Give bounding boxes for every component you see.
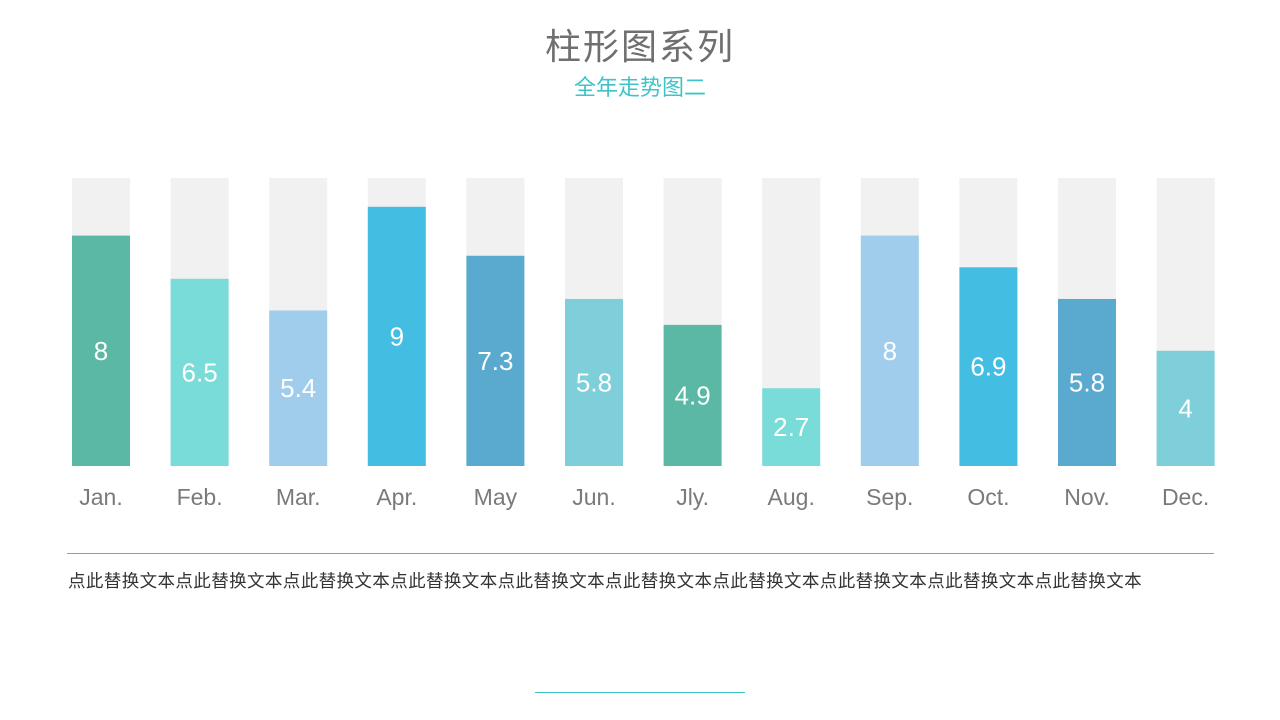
x-tick-label: Jan.: [79, 484, 122, 510]
bottom-accent-line: [535, 692, 745, 693]
bar: [466, 255, 525, 466]
x-tick-label: Oct.: [967, 484, 1009, 510]
bar: [565, 298, 623, 466]
bar: [860, 235, 919, 466]
bar-value-label: 2.7: [773, 412, 809, 442]
bar: [367, 206, 426, 467]
bar: [269, 310, 328, 466]
x-tick-label: Feb.: [177, 484, 223, 510]
bar-value-label: 7.3: [477, 346, 513, 376]
page-title: 柱形图系列: [544, 27, 735, 68]
x-tick-label: Jun.: [572, 484, 615, 510]
bar: [762, 388, 821, 466]
bar-value-label: 8: [883, 336, 897, 366]
bar-chart: 8 Jan. 6.5 Feb. 5.4 Mar. 9 Apr. 7.3 May 5.8 Jun. 4.9…: [72, 178, 1215, 510]
bar-value-label: 4.9: [675, 380, 711, 410]
x-tick-label: Nov.: [1064, 484, 1110, 510]
bar-value-label: 5.8: [576, 367, 612, 397]
x-tick-label: Sep.: [866, 484, 913, 510]
x-tick-label: Aug.: [768, 484, 815, 510]
bar-value-label: 8: [94, 336, 108, 366]
bar-value-label: 6.5: [182, 357, 218, 387]
bar-value-label: 4: [1178, 393, 1192, 423]
x-tick-label: Dec.: [1162, 484, 1209, 510]
x-tick-label: Jly.: [676, 484, 709, 510]
bar: [663, 324, 722, 466]
bar-value-label: 6.9: [970, 352, 1006, 382]
body-text: 点此替换文本点此替换文本点此替换文本点此替换文本点此替换文本点此替换文本点此替换…: [68, 572, 1142, 592]
x-tick-label: May: [474, 484, 518, 510]
bar: [72, 235, 130, 466]
divider-line: [67, 553, 1214, 554]
bar: [1156, 350, 1215, 466]
bar-value-label: 9: [390, 321, 404, 351]
x-tick-label: Apr.: [376, 484, 417, 510]
bar-value-label: 5.4: [280, 373, 316, 403]
page-subtitle: 全年走势图二: [573, 76, 706, 101]
bar: [170, 278, 229, 466]
x-tick-label: Mar.: [276, 484, 321, 510]
bar: [1058, 298, 1116, 466]
bar: [959, 267, 1018, 466]
bar-value-label: 5.8: [1069, 367, 1105, 397]
